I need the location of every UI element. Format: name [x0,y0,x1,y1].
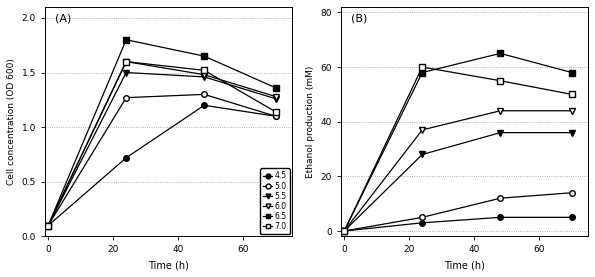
4.5 [419,221,426,224]
Line: 6.0: 6.0 [45,59,278,228]
5.0 [568,191,575,194]
Y-axis label: Cell concentration (OD 600): Cell concentration (OD 600) [7,58,16,185]
Line: 7.0: 7.0 [45,59,278,228]
7.0 [341,229,348,233]
6.5 [568,71,575,74]
4.5 [201,104,208,107]
6.5 [272,86,279,89]
6.0 [419,128,426,132]
6.5 [419,71,426,74]
5.5 [419,153,426,156]
Line: 4.5: 4.5 [45,102,278,228]
6.0 [45,224,52,227]
5.5 [497,131,504,134]
X-axis label: Time (h): Time (h) [444,260,485,270]
Line: 6.5: 6.5 [342,51,575,234]
7.0 [45,224,52,227]
5.0 [341,229,348,233]
4.5 [568,216,575,219]
6.0 [497,109,504,112]
Text: (B): (B) [351,14,367,24]
7.0 [497,79,504,82]
Line: 5.5: 5.5 [342,130,575,234]
4.5 [45,224,52,227]
Line: 6.5: 6.5 [45,37,278,228]
Line: 5.5: 5.5 [45,70,278,228]
7.0 [568,93,575,96]
Y-axis label: Ethanol production (mM): Ethanol production (mM) [306,66,315,178]
4.5 [341,229,348,233]
Line: 4.5: 4.5 [342,215,575,234]
6.0 [568,109,575,112]
X-axis label: Time (h): Time (h) [148,260,189,270]
5.0 [497,197,504,200]
7.0 [201,69,208,72]
4.5 [272,115,279,118]
6.0 [272,95,279,98]
Text: (A): (A) [55,14,71,24]
Line: 5.0: 5.0 [45,92,278,228]
Line: 5.0: 5.0 [342,190,575,234]
6.5 [201,55,208,58]
5.0 [272,115,279,118]
5.0 [419,216,426,219]
4.5 [497,216,504,219]
6.5 [45,224,52,227]
Line: 7.0: 7.0 [342,64,575,234]
5.5 [568,131,575,134]
Legend: 4.5, 5.0, 5.5, 6.0, 6.5, 7.0: 4.5, 5.0, 5.5, 6.0, 6.5, 7.0 [260,168,290,234]
6.5 [497,52,504,55]
6.5 [341,229,348,233]
5.0 [201,93,208,96]
6.0 [201,73,208,76]
5.5 [123,71,130,74]
7.0 [123,60,130,63]
4.5 [123,156,130,160]
5.0 [123,96,130,99]
Line: 6.0: 6.0 [342,108,575,234]
6.0 [123,60,130,63]
5.5 [341,229,348,233]
5.5 [201,75,208,79]
5.0 [45,224,52,227]
7.0 [272,110,279,114]
5.5 [45,224,52,227]
5.5 [272,97,279,101]
6.0 [341,229,348,233]
7.0 [419,65,426,69]
6.5 [123,38,130,41]
